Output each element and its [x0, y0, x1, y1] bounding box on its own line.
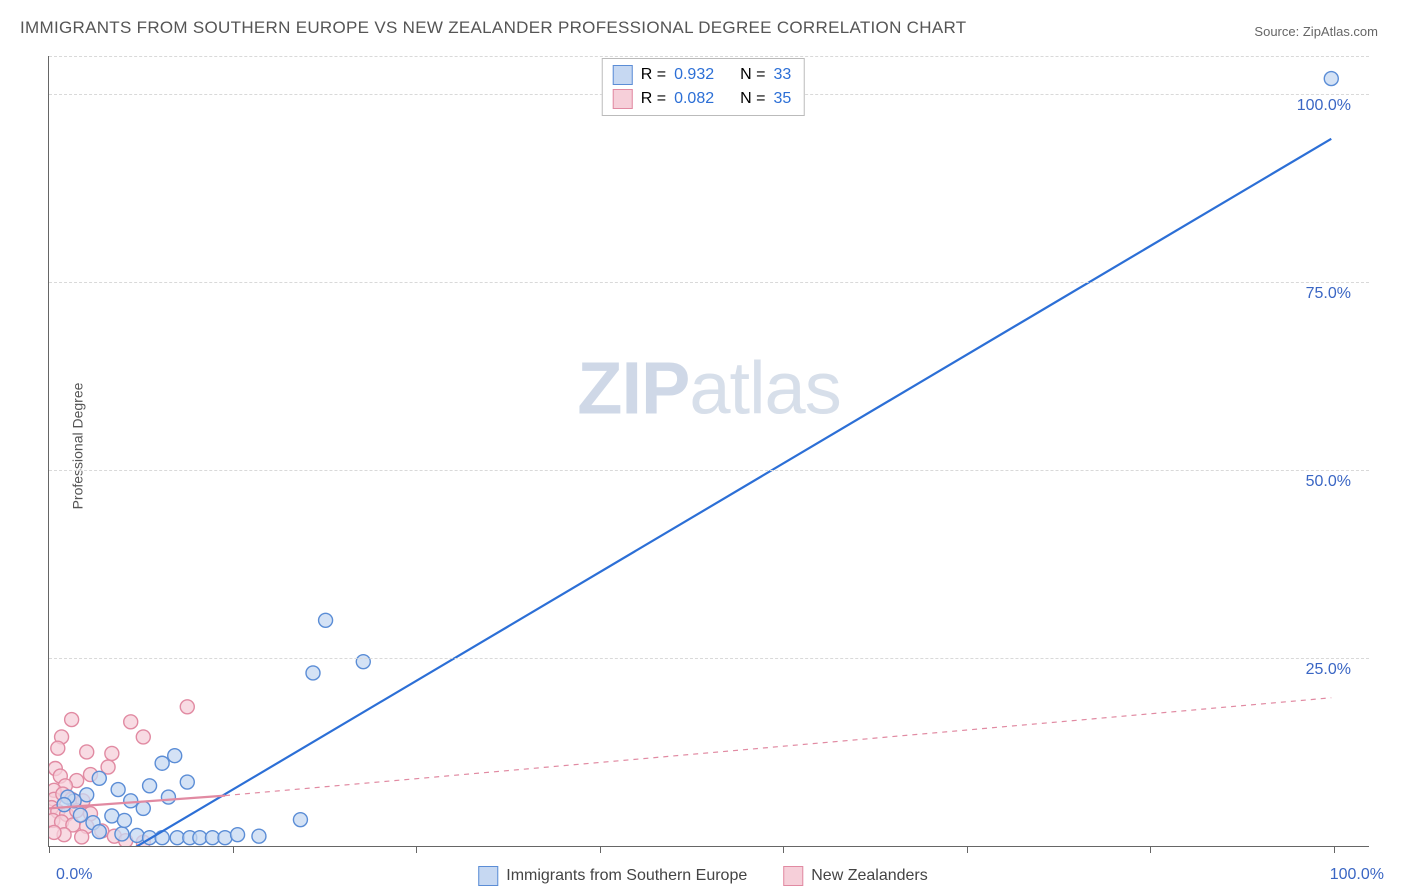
legend-label: New Zealanders [811, 867, 928, 885]
x-axis-max-label: 100.0% [1330, 866, 1384, 884]
y-tick-label: 75.0% [1306, 285, 1351, 303]
data-point [168, 749, 182, 763]
trend-line-extended [225, 698, 1331, 796]
data-point [231, 828, 245, 842]
gridline [49, 658, 1369, 659]
x-tick [783, 846, 784, 853]
source-prefix: Source: [1254, 24, 1299, 39]
n-label: N = [740, 87, 765, 111]
legend-swatch [613, 65, 633, 85]
x-tick [233, 846, 234, 853]
source-label: Source: ZipAtlas.com [1254, 24, 1378, 39]
data-point [136, 730, 150, 744]
legend-swatch [783, 866, 803, 886]
data-point [180, 700, 194, 714]
x-tick [416, 846, 417, 853]
data-point [218, 831, 232, 845]
data-point [80, 745, 94, 759]
data-point [356, 655, 370, 669]
legend-row: R = 0.932 N = 33 [613, 63, 792, 87]
data-point [136, 801, 150, 815]
trend-line [87, 139, 1332, 846]
data-point [180, 775, 194, 789]
legend-label: Immigrants from Southern Europe [506, 867, 747, 885]
data-point [49, 825, 61, 839]
legend-swatch [478, 866, 498, 886]
gridline [49, 282, 1369, 283]
r-value: 0.082 [674, 87, 714, 111]
legend-row: R = 0.082 N = 35 [613, 87, 792, 111]
correlation-legend: R = 0.932 N = 33 R = 0.082 N = 35 [602, 58, 805, 116]
x-tick [49, 846, 50, 853]
data-point [80, 788, 94, 802]
data-point [143, 779, 157, 793]
data-point [1324, 72, 1338, 86]
n-value: 33 [773, 63, 791, 87]
data-point [51, 741, 65, 755]
data-point [73, 808, 87, 822]
x-tick [967, 846, 968, 853]
legend-item: New Zealanders [783, 866, 928, 886]
gridline [49, 470, 1369, 471]
x-tick [1334, 846, 1335, 853]
data-point [75, 830, 89, 844]
data-point [92, 825, 106, 839]
data-point [92, 771, 106, 785]
r-label: R = [641, 87, 666, 111]
data-point [65, 713, 79, 727]
data-point [252, 829, 266, 843]
data-point [293, 813, 307, 827]
chart-title: IMMIGRANTS FROM SOUTHERN EUROPE VS NEW Z… [20, 18, 966, 38]
plot-area: ZIPatlas 25.0%50.0%75.0%100.0% [48, 56, 1369, 847]
data-point [124, 794, 138, 808]
legend-item: Immigrants from Southern Europe [478, 866, 747, 886]
legend-swatch [613, 89, 633, 109]
series-legend: Immigrants from Southern Europe New Zeala… [478, 866, 928, 886]
y-tick-label: 100.0% [1297, 97, 1351, 115]
y-tick-label: 50.0% [1306, 473, 1351, 491]
n-label: N = [740, 63, 765, 87]
data-point [155, 831, 169, 845]
r-value: 0.932 [674, 63, 714, 87]
gridline [49, 56, 1369, 57]
data-point [111, 783, 125, 797]
data-point [130, 828, 144, 842]
x-axis-min-label: 0.0% [56, 866, 92, 884]
data-point [155, 756, 169, 770]
data-point [117, 813, 131, 827]
x-tick [600, 846, 601, 853]
data-point [124, 715, 138, 729]
y-tick-label: 25.0% [1306, 661, 1351, 679]
source-name: ZipAtlas.com [1303, 24, 1378, 39]
data-point [57, 798, 71, 812]
chart-svg [49, 56, 1369, 846]
r-label: R = [641, 63, 666, 87]
n-value: 35 [773, 87, 791, 111]
data-point [306, 666, 320, 680]
x-tick [1150, 846, 1151, 853]
data-point [105, 746, 119, 760]
data-point [319, 613, 333, 627]
data-point [115, 827, 129, 841]
data-point [161, 790, 175, 804]
